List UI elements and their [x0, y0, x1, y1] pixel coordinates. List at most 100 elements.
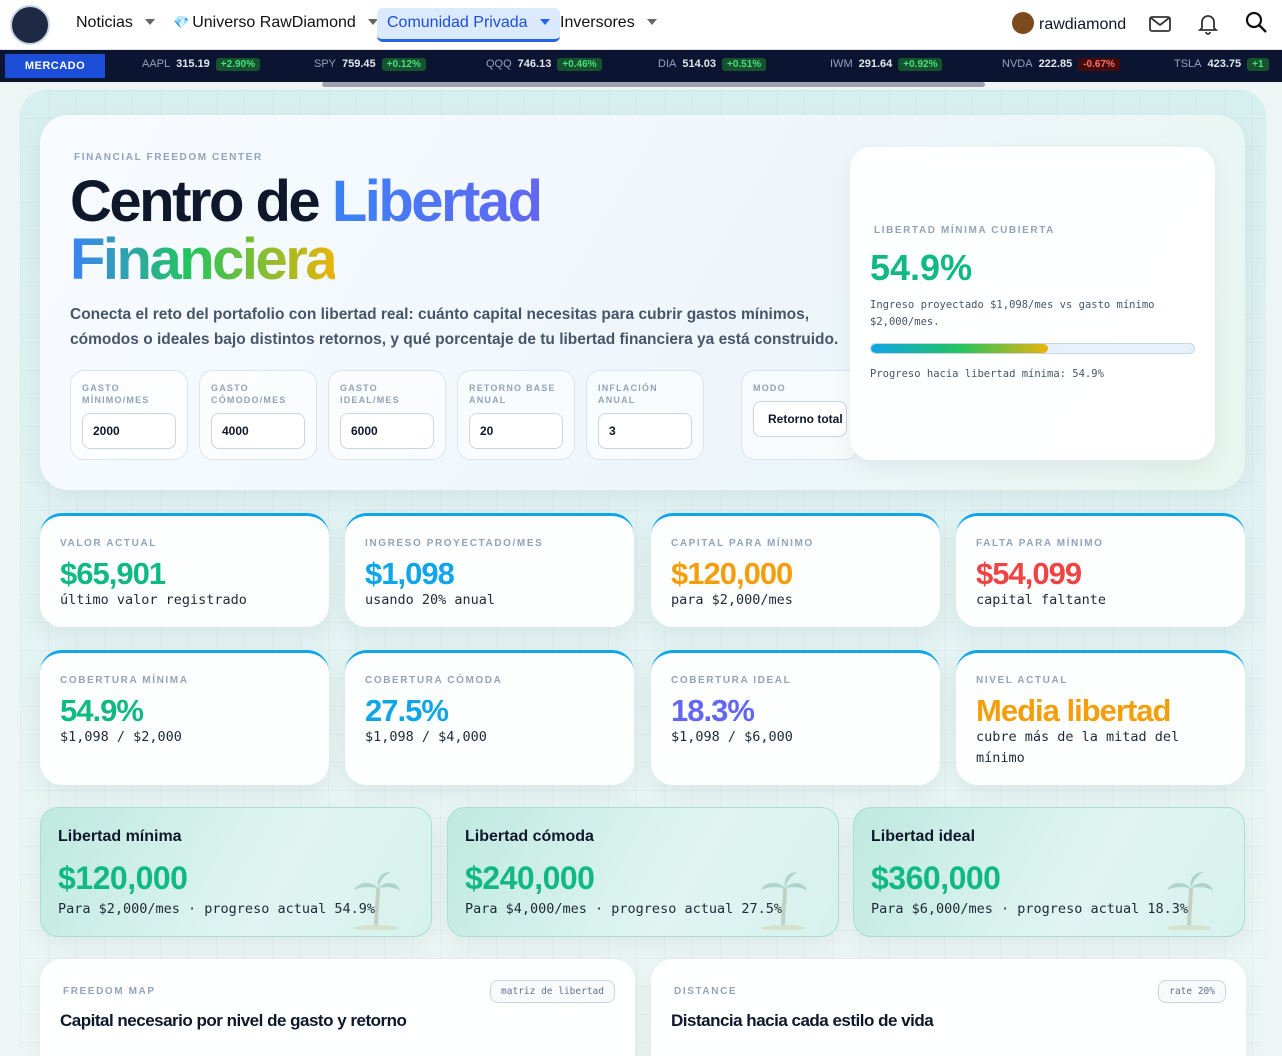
- input-field: INFLACIÓN ANUAL 3: [586, 370, 704, 460]
- nav-item[interactable]: Noticias: [66, 8, 165, 42]
- ticker-change: -0.67%: [1078, 58, 1120, 71]
- nav-label[interactable]: Comunidad Privada: [387, 14, 528, 31]
- ticker-price: 291.64: [858, 58, 893, 70]
- stat-value: $120,000: [671, 556, 793, 591]
- section-title: Distancia hacia cada estilo de vida: [671, 1011, 934, 1030]
- stat-card: COBERTURA IDEAL 18.3% $1,098 / $6,000: [651, 650, 940, 785]
- stat-value: 18.3%: [671, 693, 755, 728]
- nav-item[interactable]: 💎 Universo RawDiamond: [163, 8, 388, 42]
- progress-track: [870, 343, 1195, 354]
- ticker-symbol: DIA: [658, 58, 677, 70]
- scrollbar[interactable]: [322, 82, 985, 87]
- stat-label: CAPITAL PARA MÍNIMO: [671, 538, 814, 549]
- ticker-item[interactable]: AAPL 315.19 +2.90%: [142, 58, 260, 71]
- nav-label[interactable]: Noticias: [76, 14, 133, 31]
- section-title: Capital necesario por nivel de gasto y r…: [60, 1011, 407, 1030]
- input-field: RETORNO BASE ANUAL 20: [457, 370, 575, 460]
- mode-select[interactable]: Retorno total: [753, 401, 847, 437]
- stat-value: $1,098: [365, 556, 455, 591]
- stat-sub: usando 20% anual: [365, 592, 496, 608]
- section-badge: matriz de libertad: [490, 980, 615, 1003]
- input-value[interactable]: 6000: [340, 413, 434, 449]
- ticker-symbol: QQQ: [486, 58, 512, 70]
- stat-sub: $1,098 / $2,000: [60, 729, 182, 745]
- palm-icon: [1167, 872, 1213, 930]
- stat-label: COBERTURA CÓMODA: [365, 675, 503, 686]
- input-label: GASTO CÓMODO/MES: [211, 383, 287, 405]
- target-card: Libertad mínima $120,000 Para $2,000/mes ·…: [40, 807, 432, 937]
- input-label: RETORNO BASE ANUAL: [469, 383, 556, 405]
- input-value[interactable]: 4000: [211, 413, 305, 449]
- summary-footer: Progreso hacia libertad mínima: 54.9%: [870, 368, 1104, 380]
- target-sub: Para $6,000/mes · progreso actual 18.3%: [871, 901, 1188, 917]
- target-title: Libertad mínima: [58, 828, 182, 845]
- eyebrow: FINANCIAL FREEDOM CENTER: [74, 152, 263, 163]
- ticker-item[interactable]: NVDA 222.85 -0.67%: [1002, 58, 1120, 71]
- input-value[interactable]: 3: [598, 413, 692, 449]
- stat-label: VALOR ACTUAL: [60, 538, 157, 549]
- avatar: [1012, 12, 1034, 34]
- title-part: Financiera: [70, 227, 338, 292]
- ticker-item[interactable]: IWM 291.64 +0.92%: [830, 58, 943, 71]
- nav-item[interactable]: Inversores: [550, 8, 667, 42]
- stat-value: Media libertad: [976, 693, 1171, 728]
- target-title: Libertad cómoda: [465, 828, 594, 845]
- bell-icon[interactable]: [1196, 11, 1220, 37]
- ticker-item[interactable]: SPY 759.45 +0.12%: [314, 58, 426, 71]
- input-value[interactable]: 2000: [82, 413, 176, 449]
- mode-field: MODO Retorno total: [741, 370, 859, 460]
- ticker-symbol: TSLA: [1174, 58, 1202, 70]
- input-value[interactable]: 20: [469, 413, 563, 449]
- stat-value: $65,901: [60, 556, 166, 591]
- section-eyebrow: FREEDOM MAP: [63, 986, 156, 997]
- target-sub: Para $4,000/mes · progreso actual 27.5%: [465, 901, 782, 917]
- input-label: MODO: [753, 383, 786, 393]
- title-part: Centro de: [70, 169, 321, 234]
- ticker-item[interactable]: TSLA 423.75 +1: [1174, 58, 1269, 71]
- user-menu[interactable]: rawdiamond: [1012, 12, 1126, 34]
- hero-description: Conecta el reto del portafolio con liber…: [70, 306, 839, 348]
- hero-title: Centro de Libertad Financiera: [70, 173, 543, 292]
- ticker-price: 222.85: [1038, 58, 1073, 70]
- stat-card: VALOR ACTUAL $65,901 último valor registra…: [40, 513, 329, 627]
- target-card: Libertad ideal $360,000 Para $6,000/mes · …: [853, 807, 1245, 937]
- stat-sub: $1,098 / $6,000: [671, 729, 793, 745]
- summary-card: LIBERTAD MÍNIMA CUBIERTA 54.9% Ingreso p…: [850, 147, 1215, 460]
- target-title: Libertad ideal: [871, 828, 976, 845]
- palm-icon: [761, 872, 807, 930]
- caret: [367, 19, 378, 30]
- nav-item[interactable]: Comunidad Privada: [377, 8, 560, 42]
- username[interactable]: rawdiamond: [1039, 16, 1127, 33]
- ticker-price: 759.45: [342, 58, 376, 70]
- palm-icon: [354, 872, 400, 930]
- stat-value: $54,099: [976, 556, 1082, 591]
- input-label: INFLACIÓN ANUAL: [598, 383, 658, 405]
- mail-icon[interactable]: [1148, 12, 1172, 36]
- logo[interactable]: [10, 5, 50, 45]
- input-label: GASTO MÍNIMO/MES: [82, 383, 150, 405]
- stat-sub: $1,098 / $4,000: [365, 729, 487, 745]
- ticker-label: MERCADO: [5, 54, 105, 78]
- ticker-price: 423.75: [1207, 58, 1242, 70]
- ticker-change: +2.90%: [215, 58, 260, 71]
- summary-label: LIBERTAD MÍNIMA CUBIERTA: [874, 225, 1055, 236]
- ticker-item[interactable]: QQQ 746.13 +0.46%: [486, 58, 602, 71]
- stat-sub: cubre más de la mitad del mínimo: [976, 729, 1180, 766]
- ticker-symbol: AAPL: [142, 58, 171, 70]
- target-value: $120,000: [58, 860, 188, 896]
- target-card: Libertad cómoda $240,000 Para $4,000/mes ·…: [447, 807, 839, 937]
- section-card: FREEDOM MAP matriz de libertad Capital nec…: [40, 959, 635, 1056]
- stat-label: COBERTURA IDEAL: [671, 675, 792, 686]
- stat-sub: último valor registrado: [60, 592, 247, 608]
- ticker-symbol: IWM: [830, 58, 853, 70]
- ticker-item[interactable]: DIA 514.03 +0.51%: [658, 58, 767, 71]
- search-icon[interactable]: [1244, 10, 1270, 36]
- summary-note: Ingreso proyectado $1,098/mes vs gasto m…: [870, 299, 1155, 328]
- caret: [646, 19, 657, 30]
- stat-label: FALTA PARA MÍNIMO: [976, 538, 1104, 549]
- nav-label[interactable]: Universo RawDiamond: [192, 14, 356, 31]
- nav-label[interactable]: Inversores: [560, 14, 635, 31]
- caret: [539, 19, 550, 30]
